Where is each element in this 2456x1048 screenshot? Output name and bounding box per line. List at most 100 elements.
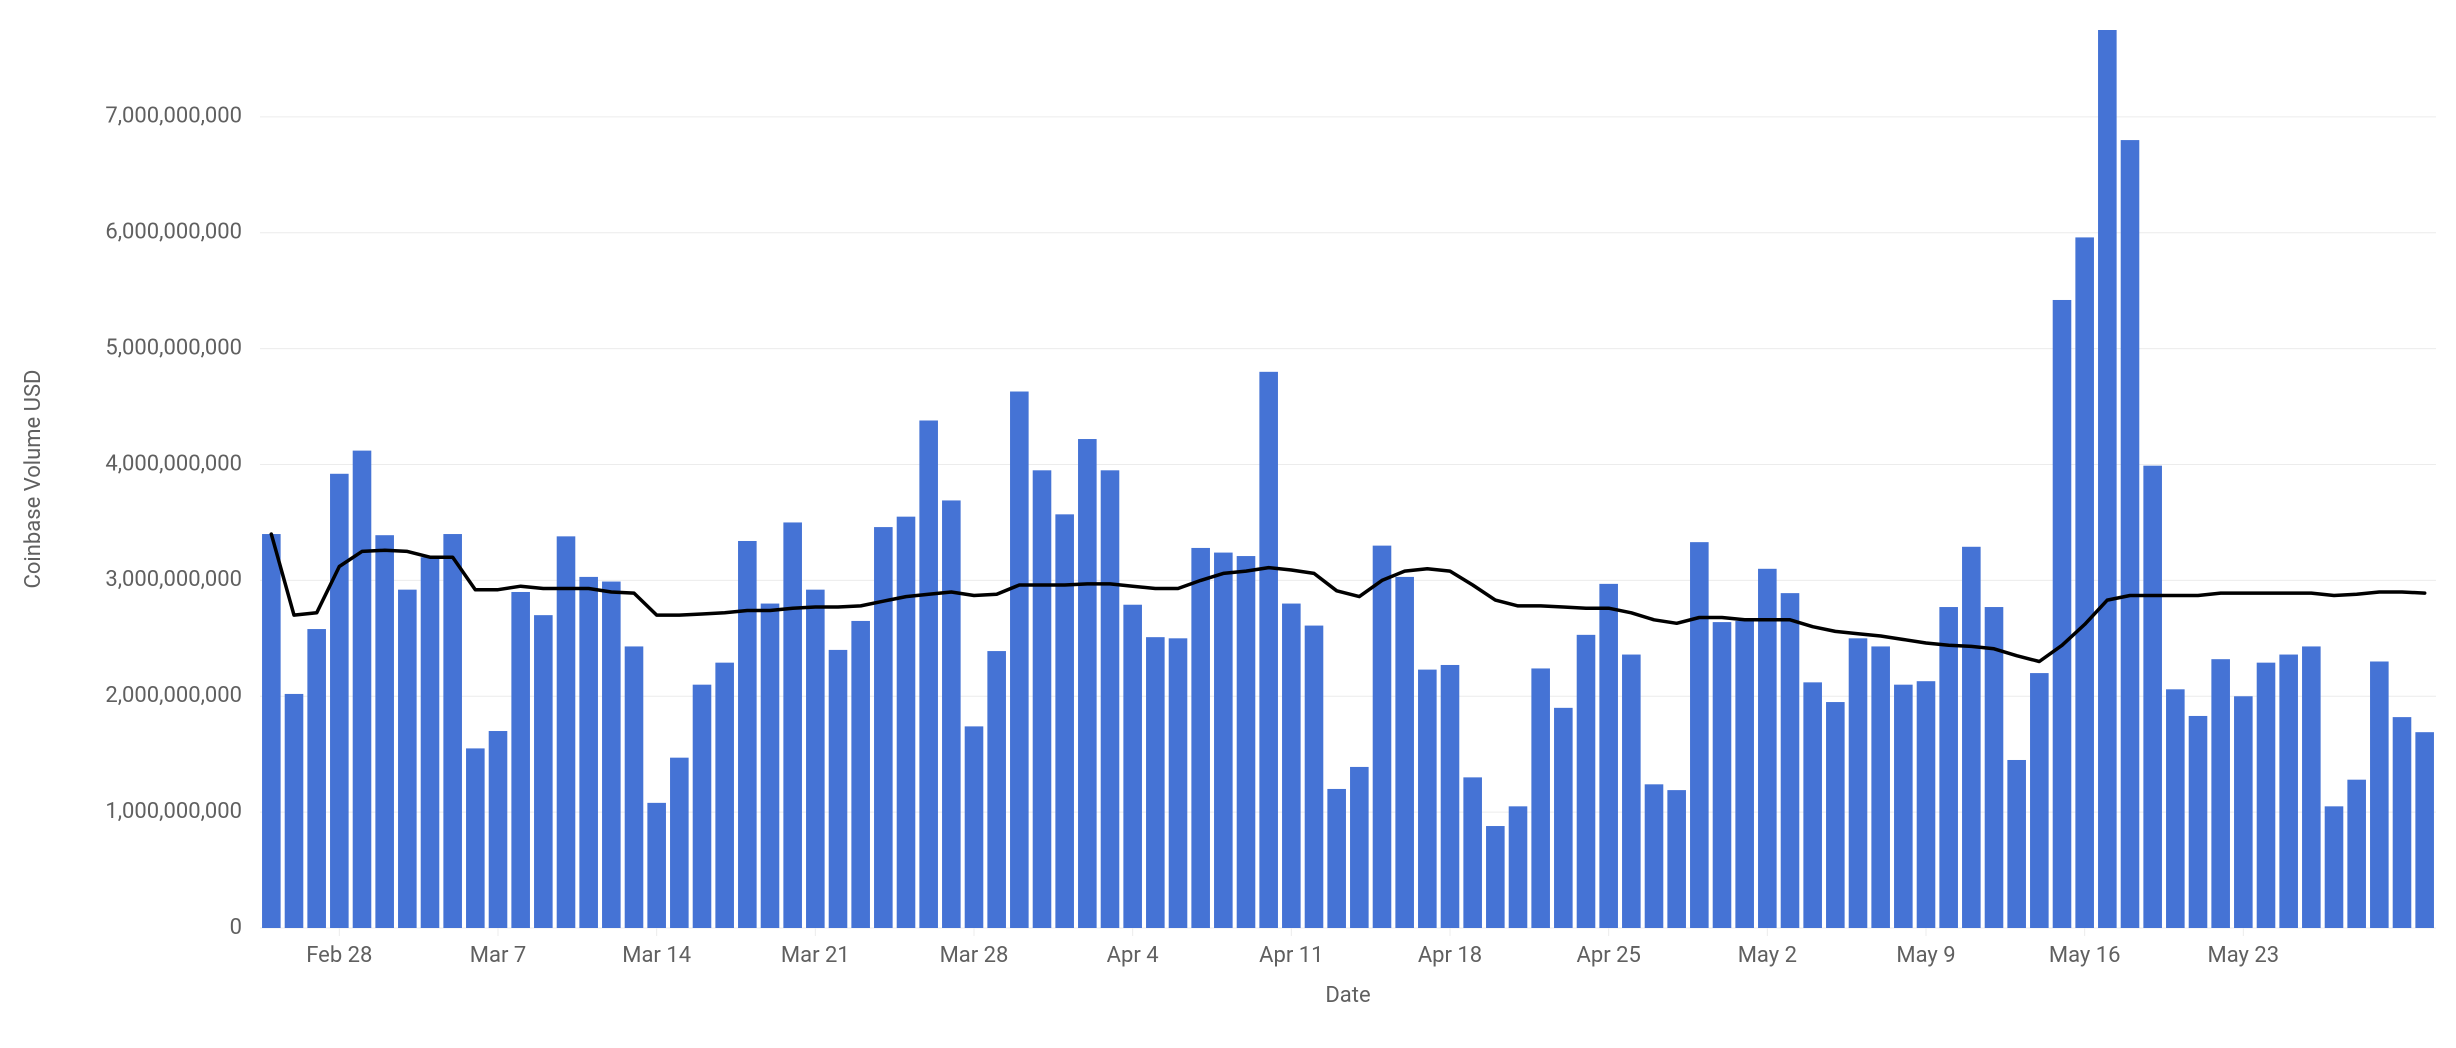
volume-bar [2325,806,2344,928]
bar-series [262,30,2434,928]
volume-bar [919,420,938,928]
volume-bar [2166,689,2185,928]
volume-bar [262,534,281,928]
volume-bar [1531,668,1550,928]
y-tick-label: 0 [230,915,242,940]
volume-bar [511,592,530,928]
volume-bar [1599,584,1618,928]
volume-bar [1282,604,1301,928]
volume-bar [489,731,508,928]
volume-bar [1169,638,1188,928]
volume-bar [1713,622,1732,928]
volume-bar [2234,696,2253,928]
volume-bar [897,517,916,928]
volume-bar [1622,655,1641,928]
volume-bar [398,590,417,928]
volume-bar [1373,546,1392,928]
volume-bar [1191,548,1210,928]
volume-bar [1463,777,1482,928]
volume-bar [1078,439,1097,928]
volume-bar [761,604,780,928]
volume-bar [2347,780,2366,928]
y-axis-ticks: 0 1,000,000,000 2,000,000,000 3,000,000,000… [105,104,242,940]
volume-bar [285,694,304,928]
volume-bar [1962,547,1981,928]
x-tick-label: Mar 28 [940,943,1009,968]
chart-svg: 0 1,000,000,000 2,000,000,000 3,000,000,000… [0,0,2456,1048]
volume-bar [1939,607,1958,928]
volume-bar [1645,784,1664,928]
volume-bar [1667,790,1686,928]
y-tick-label: 5,000,000,000 [105,335,242,360]
x-tick-label: May 2 [1738,943,1797,968]
volume-bar [1441,665,1460,928]
volume-bar [2098,30,2117,928]
x-axis-ticks: Feb 28Mar 7Mar 14Mar 21Mar 28Apr 4Apr 11… [306,928,2279,968]
volume-bar [1327,789,1346,928]
x-tick-label: Apr 4 [1107,943,1159,968]
x-tick-label: Mar 14 [622,943,691,968]
volume-bar [2415,732,2434,928]
volume-bar [2302,646,2321,928]
x-tick-label: Apr 25 [1576,943,1640,968]
x-axis-title: Date [1325,983,1370,1008]
x-tick-label: May 16 [2049,943,2121,968]
volume-bar [625,646,644,928]
volume-bar [1123,605,1142,928]
volume-bar [1849,638,1868,928]
volume-bar [670,758,689,928]
volume-bar [557,536,576,928]
volume-bar [579,577,598,928]
volume-bar [715,663,734,928]
y-tick-label: 7,000,000,000 [105,104,242,129]
volume-bar [851,621,870,928]
x-tick-label: Apr 18 [1418,943,1482,968]
y-tick-label: 1,000,000,000 [105,799,242,824]
volume-bar [1690,542,1709,928]
volume-bar [534,615,553,928]
volume-bar [1985,607,2004,928]
volume-bar [307,629,326,928]
volume-bar [2075,237,2094,928]
volume-bar [987,651,1006,928]
volume-bar [1509,806,1528,928]
y-tick-label: 2,000,000,000 [105,683,242,708]
volume-bar [1395,577,1414,928]
volume-bar [2053,300,2072,928]
volume-bar [647,803,666,928]
volume-bar [1146,637,1165,928]
volume-bar [2121,140,2140,928]
volume-bar [1237,556,1256,928]
volume-bar [2143,466,2162,928]
volume-bar [421,557,440,928]
volume-bar [2030,673,2049,928]
x-tick-label: May 9 [1896,943,1955,968]
volume-bar [2393,717,2412,928]
volume-bar [1577,635,1596,928]
volume-bar [965,726,984,928]
y-tick-label: 3,000,000,000 [105,567,242,592]
volume-bar [693,685,712,928]
volume-bar [1826,702,1845,928]
volume-bar [1214,553,1233,928]
volume-bar [1259,372,1278,928]
volume-chart: 0 1,000,000,000 2,000,000,000 3,000,000,000… [0,0,2456,1048]
volume-bar [829,650,848,928]
y-axis-title: Coinbase Volume USD [21,370,46,589]
volume-bar [1758,569,1777,928]
volume-bar [1554,708,1573,928]
volume-bar [1418,670,1437,928]
volume-bar [1305,626,1324,928]
volume-bar [443,534,462,928]
volume-bar [783,522,802,928]
x-tick-label: Feb 28 [306,943,372,968]
volume-bar [2257,663,2276,928]
volume-bar [2189,716,2208,928]
volume-bar [1055,514,1074,928]
volume-bar [1803,682,1822,928]
volume-bar [2370,661,2389,928]
volume-bar [738,541,757,928]
x-tick-label: Apr 11 [1259,943,1323,968]
volume-bar [466,748,485,928]
volume-bar [2211,659,2230,928]
